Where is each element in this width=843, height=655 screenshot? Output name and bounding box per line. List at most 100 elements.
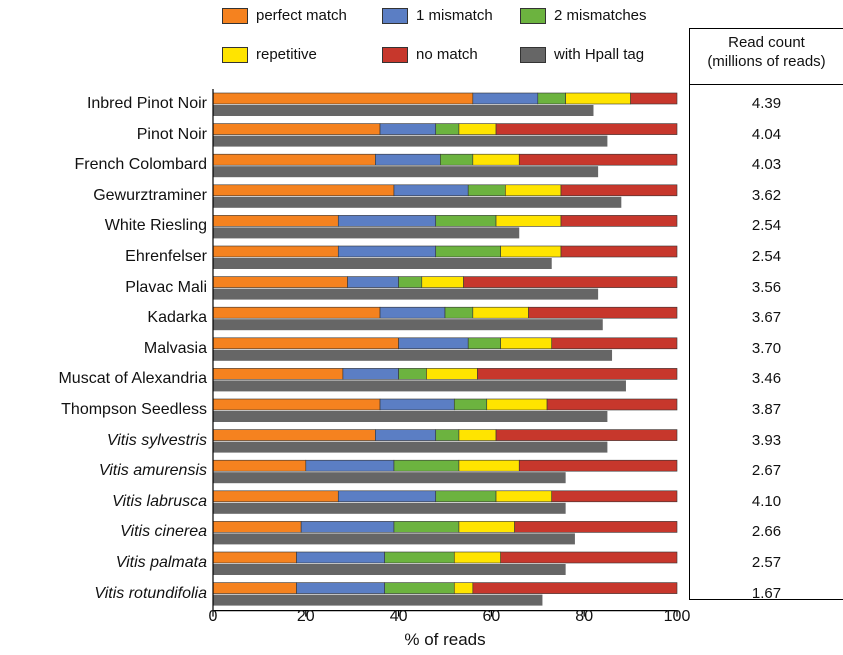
x-tick-label: 80 (575, 608, 594, 625)
bar-segment-perfect-match (212, 490, 339, 503)
bar-segment-no-match (560, 215, 678, 227)
read-count-value: 3.62 (751, 186, 782, 204)
bar-hpall-tag (213, 319, 603, 331)
read-count-header-line2: (millions of reads) (707, 53, 826, 70)
bar-segment-perfect-match (212, 306, 381, 319)
bar-segment-2-mismatches (444, 306, 474, 319)
bar-segment-no-match (560, 245, 678, 258)
read-count-value: 4.03 (751, 156, 782, 174)
bar-segment-perfect-match (212, 459, 307, 472)
read-count-value: 3.93 (751, 431, 782, 449)
bar-segment-repetitive (472, 153, 520, 166)
bar-segment-perfect-match (212, 398, 381, 411)
bar-segment-1-mismatch (342, 368, 399, 380)
bar-segment-perfect-match (212, 123, 381, 135)
category-label: Ehrenfelser (125, 248, 207, 265)
bar-segment-no-match (528, 306, 678, 319)
bar-segment-2-mismatches (435, 429, 460, 441)
bar-segment-1-mismatch (337, 245, 437, 258)
bar-segment-repetitive (500, 245, 562, 258)
bar-segment-no-match (500, 551, 678, 564)
bar-segment-1-mismatch (337, 215, 437, 227)
bar-segment-repetitive (453, 582, 474, 594)
legend-2-mismatches: 2 mismatches (520, 7, 647, 24)
bar-segment-2-mismatches (467, 337, 501, 350)
legend-swatch-no-match (382, 46, 408, 63)
bar-segment-repetitive (458, 123, 497, 135)
x-tick-label: 20 (296, 608, 315, 625)
bar-segment-no-match (551, 490, 678, 503)
bar-hpall-tag (213, 594, 543, 606)
bar-segment-no-match (560, 184, 678, 197)
bar-segment-repetitive (458, 521, 515, 533)
bar-segment-perfect-match (212, 521, 302, 533)
category-label: Vitis amurensis (98, 462, 207, 480)
bar-segment-2-mismatches (398, 368, 427, 380)
bar-segment-perfect-match (212, 582, 297, 594)
bar-segment-perfect-match (212, 153, 376, 166)
bar-segment-1-mismatch (347, 276, 399, 288)
bar-segment-repetitive (505, 184, 562, 197)
x-axis-label: % of reads (404, 630, 486, 649)
bar-segment-2-mismatches (384, 582, 455, 594)
read-count-value: 3.56 (751, 278, 782, 296)
bar-segment-perfect-match (212, 245, 339, 258)
bar-segment-1-mismatch (296, 551, 385, 564)
category-label: Vitis palmata (115, 554, 207, 571)
bar-segment-perfect-match (212, 551, 297, 564)
bar-segment-1-mismatch (393, 184, 469, 197)
bar-segment-1-mismatch (305, 459, 395, 472)
read-count-header: Read count (millions of reads) (690, 28, 843, 84)
category-label: Kadarka (147, 309, 207, 327)
category-label: Gewurztraminer (93, 186, 207, 204)
bar-segment-no-match (518, 153, 678, 166)
bar-segment-perfect-match (212, 184, 395, 197)
bar-hpall-tag (213, 258, 552, 269)
bar-segment-no-match (546, 398, 678, 411)
category-label: Muscat of Alexandria (58, 370, 207, 388)
category-label: French Colombard (74, 156, 208, 174)
read-count-value: 3.67 (751, 309, 782, 327)
category-label: Vitis rotundifolia (94, 584, 207, 602)
read-count-table-divider (689, 84, 843, 85)
bar-segment-2-mismatches (435, 215, 497, 227)
bar-segment-2-mismatches (393, 459, 460, 472)
category-label: Thompson Seedless (61, 401, 207, 418)
read-count-value: 2.54 (751, 248, 782, 265)
legend-label-1-mismatch: 1 mismatch (416, 7, 493, 24)
legend-label-perfect-match: perfect match (256, 7, 347, 24)
bar-segment-2-mismatches (467, 184, 506, 197)
x-tick-label: 0 (208, 608, 218, 625)
read-count-value: 2.57 (751, 554, 782, 571)
read-count-value: 2.54 (751, 217, 782, 235)
bar-segment-no-match (495, 429, 678, 441)
read-count-value: 4.10 (751, 492, 782, 510)
read-count-header-line1: Read count (728, 34, 805, 51)
bar-segment-1-mismatch (379, 123, 437, 135)
bar-hpall-tag (213, 196, 622, 208)
bar-segment-repetitive (426, 368, 478, 380)
bar-segment-no-match (551, 337, 678, 350)
legend-hpall-tag: with Hpall tag (520, 46, 644, 63)
bar-hpall-tag (213, 349, 613, 361)
bar-segment-1-mismatch (296, 582, 385, 594)
x-tick-label: 40 (389, 608, 408, 625)
x-tick-label: 60 (482, 608, 501, 625)
bar-hpall-tag (213, 472, 566, 484)
x-tick-label: 100 (663, 608, 691, 625)
bar-segment-2-mismatches (435, 490, 497, 503)
legend-swatch-1-mismatch (382, 7, 408, 24)
bar-segment-1-mismatch (472, 92, 539, 105)
bar-segment-1-mismatch (337, 490, 437, 503)
legend-swatch-hpall-tag (520, 46, 546, 63)
bar-segment-repetitive (453, 551, 501, 564)
bar-segment-2-mismatches (537, 92, 566, 105)
legend-perfect-match: perfect match (222, 7, 347, 24)
bar-segment-perfect-match (212, 337, 399, 350)
bar-hpall-tag (213, 502, 566, 514)
bar-hpall-tag (213, 288, 599, 300)
bar-segment-perfect-match (212, 429, 376, 441)
category-label: White Riesling (104, 217, 207, 235)
legend-label-no-match: no match (416, 46, 478, 63)
